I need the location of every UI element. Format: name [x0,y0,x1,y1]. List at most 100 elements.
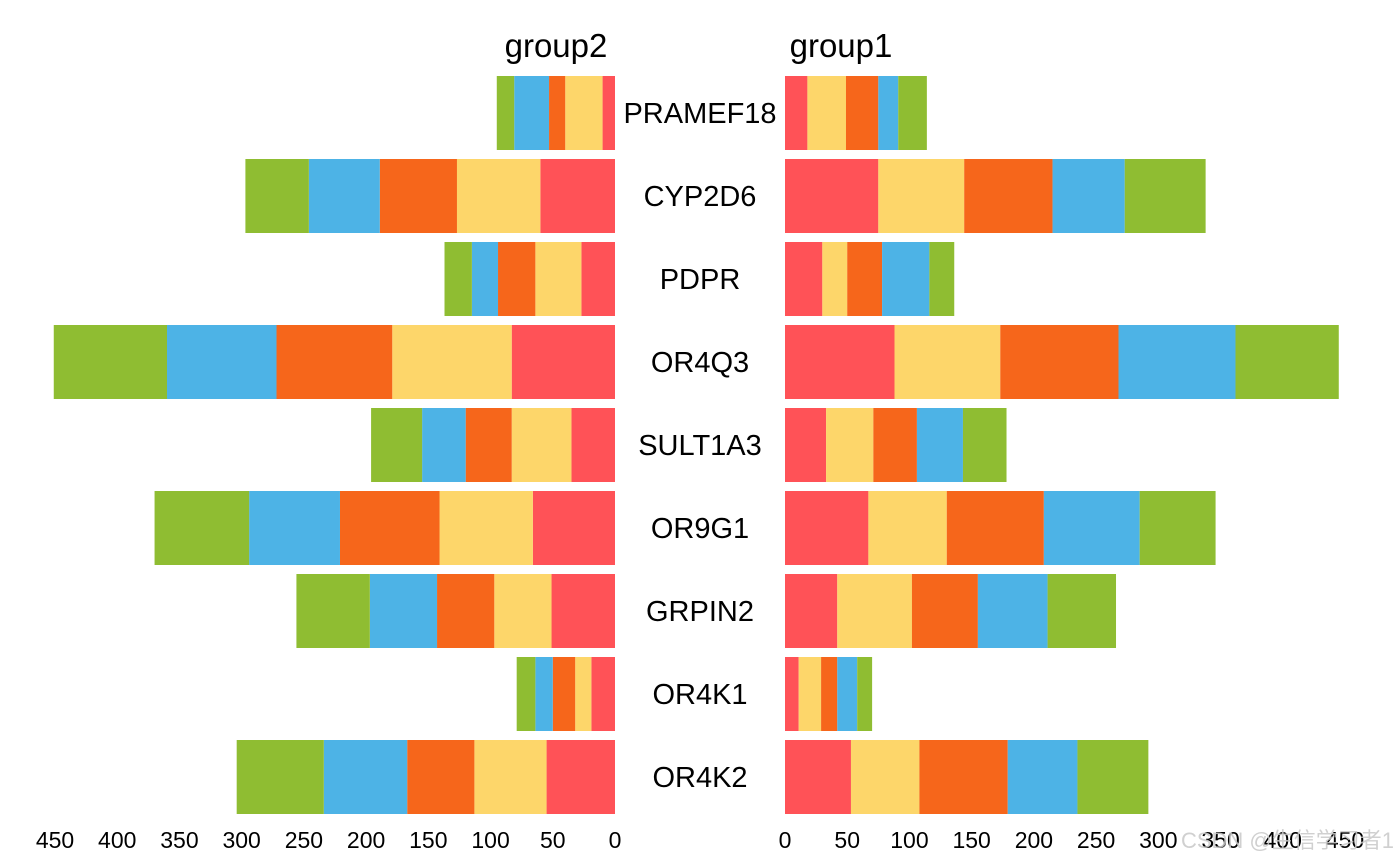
bar-group2-pdpr-blue [471,242,499,316]
bar-group2-sult1a3-green [371,408,423,482]
bar-group1-or4k1-red [785,657,799,731]
bar-group1-sult1a3-green [962,408,1007,482]
gene-label-or4k1: OR4K1 [652,679,747,711]
bar-group2-cyp2d6-red [540,159,615,233]
bar-group2-pdpr-green [444,242,472,316]
gene-label-or4q3: OR4Q3 [651,347,749,379]
bar-group1-or4q3-red [785,325,895,399]
gene-label-cyp2d6: CYP2D6 [644,181,757,213]
gene-label-or9g1: OR9G1 [651,513,749,545]
bar-group2-grpin2-orange [437,574,495,648]
tick-label-group2-200: 200 [347,827,385,853]
bar-group2-or4k1-red [591,657,615,731]
bar-group1-or4k2-green [1077,740,1149,814]
bar-group1-sult1a3-blue [916,408,963,482]
tick-label-group2-150: 150 [409,827,447,853]
bar-group2-or4q3-orange [276,325,393,399]
bar-group1-or4k2-blue [1007,740,1078,814]
bar-group1-or4q3-blue [1118,325,1236,399]
bar-group1-or4k2-red [785,740,851,814]
bar-group2-or4k2-orange [407,740,475,814]
bar-group1-or9g1-red [785,491,869,565]
tick-label-group1-150: 150 [952,827,990,853]
tick-label-group1-250: 250 [1077,827,1115,853]
group2-bars [53,76,615,814]
bar-group1-sult1a3-red [785,408,827,482]
bar-group1-pramef18-blue [878,76,899,150]
group1-title: group1 [790,27,893,64]
bar-group2-or9g1-yellow [439,491,533,565]
bar-group1-sult1a3-orange [873,408,917,482]
bar-group1-cyp2d6-blue [1052,159,1125,233]
bar-group2-cyp2d6-orange [379,159,457,233]
bar-group2-pdpr-orange [498,242,536,316]
bar-group1-or4q3-yellow [894,325,1001,399]
bar-group2-pramef18-blue [514,76,550,150]
bar-group1-pramef18-green [898,76,927,150]
bar-group2-grpin2-yellow [494,574,552,648]
tick-label-group2-50: 50 [540,827,566,853]
bar-group2-pramef18-green [496,76,515,150]
bar-group1-or9g1-orange [946,491,1044,565]
gene-label-grpin2: GRPIN2 [646,596,754,628]
bar-group1-pdpr-green [929,242,955,316]
bar-group1-cyp2d6-red [785,159,879,233]
bar-group1-grpin2-orange [911,574,978,648]
tick-label-group1-350: 350 [1201,827,1239,853]
tick-label-group1-300: 300 [1139,827,1177,853]
tick-label-group2-250: 250 [285,827,323,853]
bar-group2-sult1a3-blue [422,408,466,482]
group1-axis: 0 50 100 150 200 250 300 350 400 450 [779,827,1365,853]
gene-label-sult1a3: SULT1A3 [638,430,762,462]
group2-axis: 450 400 350 300 250 200 150 100 50 0 [36,827,622,853]
bar-group2-sult1a3-orange [465,408,512,482]
bar-group1-or4q3-orange [1000,325,1119,399]
bar-group2-pramef18-red [602,76,615,150]
bar-group1-cyp2d6-green [1124,159,1206,233]
bar-group2-cyp2d6-blue [308,159,380,233]
bar-group1-or4k1-green [857,657,873,731]
bar-group2-or9g1-green [154,491,250,565]
bar-group2-or4k2-yellow [474,740,547,814]
bar-group2-or4k1-orange [552,657,576,731]
bar-group2-or4k2-green [236,740,324,814]
bar-group1-cyp2d6-yellow [878,159,965,233]
bar-group1-or9g1-blue [1043,491,1140,565]
bar-group1-pramef18-red [785,76,808,150]
tick-label-group1-200: 200 [1015,827,1053,853]
bar-group2-or4q3-blue [167,325,277,399]
bar-group1-grpin2-yellow [837,574,912,648]
tick-label-group1-50: 50 [834,827,860,853]
tick-label-group1-400: 400 [1264,827,1302,853]
bar-group1-grpin2-green [1047,574,1117,648]
bar-group2-or4k1-yellow [575,657,592,731]
tick-label-group2-300: 300 [222,827,260,853]
bar-group2-sult1a3-red [571,408,615,482]
tick-label-group1-0: 0 [779,827,792,853]
tick-label-group1-100: 100 [890,827,928,853]
bar-group2-or9g1-blue [249,491,340,565]
tick-label-group1-450: 450 [1326,827,1364,853]
bar-group2-or4k2-red [546,740,615,814]
bar-group1-grpin2-red [785,574,838,648]
bar-group2-grpin2-red [551,574,615,648]
gene-label-or4k2: OR4K2 [652,762,747,794]
bar-group1-pdpr-blue [882,242,930,316]
bar-group1-pramef18-yellow [807,76,846,150]
group2-title: group2 [505,27,608,64]
tick-label-group2-350: 350 [160,827,198,853]
bar-group2-or4q3-yellow [392,325,512,399]
bar-group2-pramef18-yellow [565,76,603,150]
bar-group2-pdpr-red [581,242,615,316]
bar-group1-or4k1-blue [837,657,858,731]
tick-label-group2-450: 450 [36,827,74,853]
bar-group1-pdpr-yellow [822,242,848,316]
bar-group1-cyp2d6-orange [964,159,1053,233]
bar-group2-or4q3-green [53,325,168,399]
bar-group2-sult1a3-yellow [511,408,572,482]
bar-group1-or4k1-yellow [798,657,822,731]
bar-group1-or9g1-green [1139,491,1216,565]
bar-group2-pdpr-yellow [535,242,582,316]
gene-labels: PRAMEF18 CYP2D6 PDPR OR4Q3 SULT1A3 OR9G1 GRPIN… [623,98,776,794]
bar-group1-pdpr-orange [847,242,883,316]
